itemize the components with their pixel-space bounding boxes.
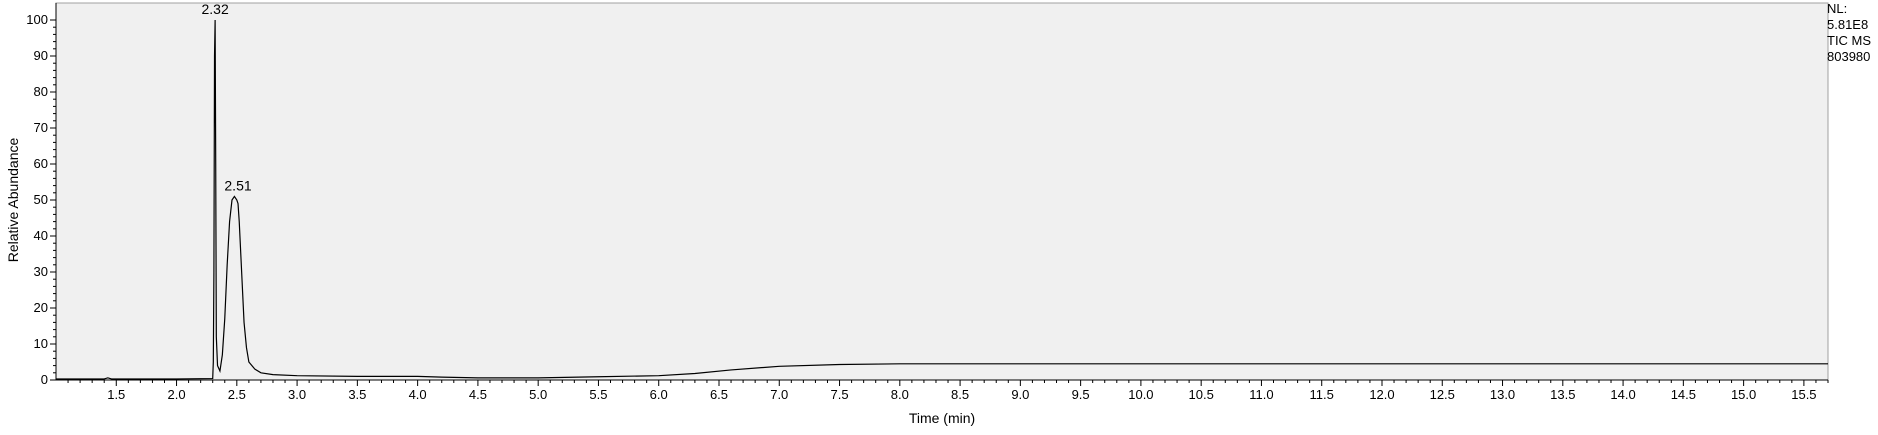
x-tick-label: 4.5	[469, 387, 487, 402]
y-tick-label: 10	[34, 336, 48, 351]
x-tick-label: 2.0	[168, 387, 186, 402]
y-tick-label: 100	[26, 12, 48, 27]
y-axis: 0 10 20 30 40 50 60 70 80 90 100	[26, 3, 57, 387]
tic-trace-line	[56, 19, 1828, 380]
x-tick-label: 14.0	[1610, 387, 1635, 402]
info-panel: NL: 5.81E8 TIC MS 803980	[1827, 1, 1871, 65]
peak-label: 2.32	[201, 1, 228, 17]
y-tick-label: 90	[34, 48, 48, 63]
y-tick-label: 80	[34, 84, 48, 99]
peak-label: 2.51	[224, 177, 251, 193]
x-tick-label: 5.5	[589, 387, 607, 402]
x-tick-label: 10.0	[1128, 387, 1153, 402]
x-tick-label: 7.0	[770, 387, 788, 402]
y-tick-label: 20	[34, 300, 48, 315]
x-tick-label: 9.0	[1011, 387, 1029, 402]
info-scan-type: TIC MS	[1827, 33, 1872, 48]
peak-labels: 2.32 2.51	[201, 1, 251, 193]
x-tick-label: 4.0	[409, 387, 427, 402]
x-tick-label: 6.5	[710, 387, 728, 402]
x-tick-label: 1.5	[107, 387, 125, 402]
x-axis-title: Time (min)	[909, 410, 975, 426]
y-tick-label: 40	[34, 228, 48, 243]
x-tick-label: 14.5	[1671, 387, 1696, 402]
x-tick-label: 12.0	[1369, 387, 1394, 402]
x-tick-label: 6.0	[650, 387, 668, 402]
x-tick-label: 5.0	[529, 387, 547, 402]
x-tick-label: 12.5	[1430, 387, 1455, 402]
y-axis-title: Relative Abundance	[5, 138, 21, 263]
info-nl-value: 5.81E8	[1827, 17, 1869, 32]
plot-area	[55, 2, 1829, 381]
x-tick-label: 8.0	[891, 387, 909, 402]
x-tick-label: 3.5	[348, 387, 366, 402]
x-tick-label: 8.5	[951, 387, 969, 402]
x-tick-label: 15.5	[1791, 387, 1816, 402]
x-axis: 1.5 2.0 2.5 3.0 3.5 4.0 4.5 5.0 5.5 6.0 6.5 7.0 7.5 8…	[56, 379, 1829, 402]
x-tick-label: 11.5	[1310, 387, 1334, 402]
info-file-id: 803980	[1827, 49, 1871, 64]
y-tick-label: 50	[34, 192, 48, 207]
x-tick-label: 9.5	[1072, 387, 1090, 402]
x-tick-label: 13.0	[1490, 387, 1515, 402]
x-tick-label: 3.0	[288, 387, 306, 402]
y-tick-label: 70	[34, 120, 48, 135]
x-tick-label: 10.5	[1189, 387, 1214, 402]
y-tick-label: 30	[34, 264, 48, 279]
x-tick-label: 2.5	[228, 387, 246, 402]
x-tick-label: 7.5	[830, 387, 848, 402]
y-tick-label: 0	[41, 372, 48, 387]
x-tick-label: 13.5	[1550, 387, 1575, 402]
info-nl-label: NL:	[1827, 1, 1848, 16]
x-tick-label: 11.0	[1249, 387, 1273, 402]
x-tick-label: 15.0	[1731, 387, 1756, 402]
y-tick-label: 60	[34, 156, 48, 171]
